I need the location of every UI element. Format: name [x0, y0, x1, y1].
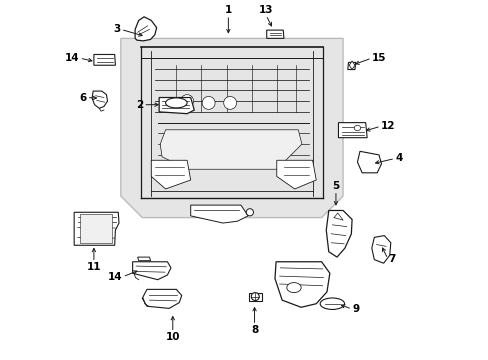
Polygon shape [276, 160, 316, 189]
Circle shape [251, 293, 259, 301]
Polygon shape [151, 160, 190, 189]
Polygon shape [338, 123, 366, 138]
Text: 15: 15 [371, 53, 386, 63]
Polygon shape [80, 214, 112, 243]
Circle shape [202, 96, 215, 109]
Ellipse shape [353, 125, 360, 131]
Polygon shape [159, 98, 194, 114]
Text: 7: 7 [387, 254, 394, 264]
Text: 11: 11 [86, 262, 101, 273]
Polygon shape [266, 30, 284, 39]
Polygon shape [135, 17, 156, 41]
Text: 3: 3 [113, 24, 121, 35]
Text: 8: 8 [250, 325, 258, 335]
Polygon shape [121, 39, 343, 218]
Polygon shape [371, 235, 390, 263]
Text: 6: 6 [79, 93, 86, 103]
Polygon shape [248, 293, 261, 301]
Circle shape [246, 209, 253, 216]
Polygon shape [74, 212, 119, 245]
Polygon shape [132, 262, 171, 280]
Ellipse shape [320, 298, 344, 310]
Polygon shape [94, 54, 115, 65]
Text: 12: 12 [380, 121, 394, 131]
Text: 13: 13 [258, 5, 273, 15]
Text: 2: 2 [136, 100, 143, 110]
Polygon shape [160, 130, 301, 169]
Circle shape [180, 95, 193, 108]
Text: 4: 4 [394, 153, 402, 163]
Circle shape [223, 96, 236, 109]
Polygon shape [347, 62, 355, 69]
Text: 1: 1 [224, 5, 231, 15]
Ellipse shape [286, 283, 301, 293]
Polygon shape [92, 91, 107, 108]
Polygon shape [274, 262, 329, 307]
Text: 14: 14 [65, 53, 80, 63]
Polygon shape [348, 61, 354, 69]
Polygon shape [325, 211, 351, 257]
Polygon shape [190, 205, 247, 223]
Text: 5: 5 [332, 181, 339, 191]
Ellipse shape [165, 98, 187, 108]
Text: 14: 14 [108, 272, 122, 282]
Text: 9: 9 [351, 304, 359, 314]
Polygon shape [357, 151, 381, 173]
Polygon shape [142, 289, 182, 309]
Polygon shape [137, 257, 150, 261]
Text: 10: 10 [165, 332, 180, 342]
